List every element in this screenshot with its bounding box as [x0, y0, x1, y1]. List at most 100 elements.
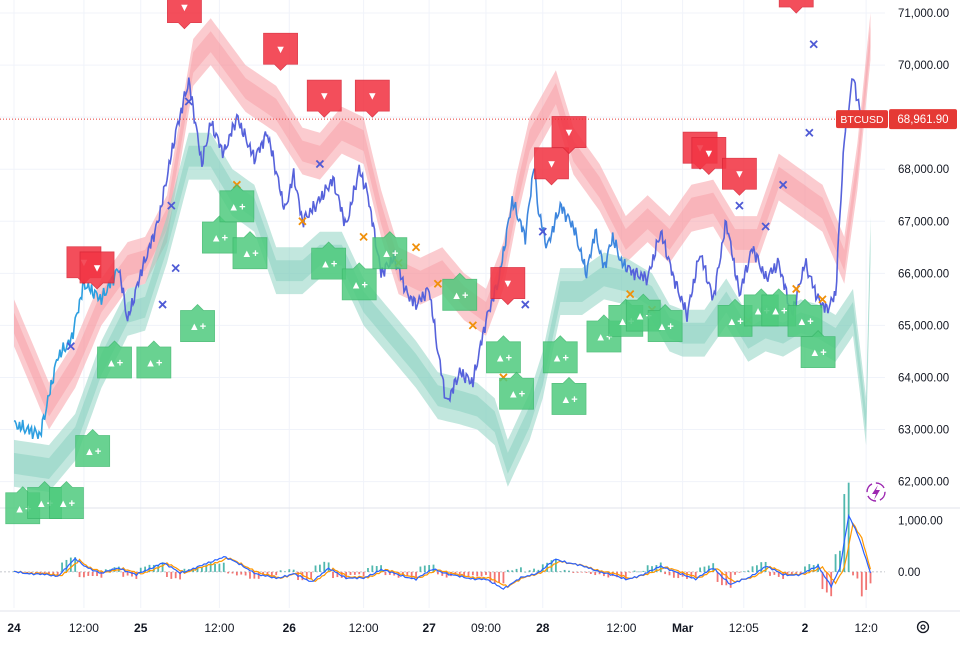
macd-signal-line — [13, 522, 872, 589]
macd-histogram-bar — [428, 565, 431, 572]
lightning-bolt — [872, 485, 880, 500]
macd-histogram-bar — [91, 571, 94, 577]
macd-histogram-bar — [463, 571, 466, 578]
sell-badge-label: ▼ — [564, 127, 575, 139]
macd-histogram-bar — [686, 571, 688, 579]
macd-histogram-bar — [353, 571, 356, 575]
macd-histogram-bar — [607, 571, 610, 578]
macd-histogram-bar — [375, 566, 378, 572]
macd-histogram-bar — [471, 571, 474, 576]
settings-gear-icon[interactable] — [916, 620, 930, 634]
sell-signal-badge: ▼ — [354, 79, 390, 118]
macd-histogram-bar — [677, 571, 680, 579]
macd-histogram-bar — [703, 566, 706, 572]
buy-badge-label: ▲+ — [560, 394, 577, 406]
macd-histogram-bar — [659, 562, 662, 572]
macd-histogram-bar — [301, 571, 304, 581]
buy-badge-shape — [486, 335, 521, 374]
x-stroke — [761, 222, 770, 231]
macd-histogram-bar — [310, 571, 313, 580]
macd-histogram-bar — [572, 571, 575, 573]
buy-badge-shape — [800, 330, 836, 368]
macd-histogram-bar — [231, 571, 234, 574]
macd-histogram-bar — [257, 571, 260, 579]
x-stroke — [809, 40, 818, 49]
macd-histogram-bar — [515, 568, 518, 572]
buy-badge-label: ▲+ — [552, 352, 569, 364]
macd-histogram-bar — [493, 571, 496, 584]
macd-histogram-bar — [83, 571, 85, 578]
macd-histogram-bar — [380, 565, 382, 572]
sell-signal-badge: ▼ — [534, 147, 569, 186]
macd-histogram-bar — [620, 571, 623, 579]
blue-x-marker — [805, 128, 814, 137]
macd-histogram-bar — [742, 571, 745, 572]
gear-inner — [920, 624, 926, 630]
time-axis[interactable]: 24 12:00 25 12:00 26 12:00 27 09:00 28 12:00 Mar 12… — [0, 610, 960, 635]
signal-badges: ▲+ ▲+ ▲+ ▲+ ▲+ ▲+ ▲+ ▲+ ▲+ ▲+ ▲+ ▲+ ▲+ ▲+ ▲+ ▲+ ▲+ ▲+ ▲+ ▲+… — [5, 0, 836, 525]
macd-histogram-bar — [436, 571, 439, 575]
price-tick-label: 68,000.00 — [898, 164, 949, 176]
buy-signal-badge: ▲+ — [647, 303, 683, 342]
macd-histogram-bar — [852, 571, 854, 576]
macd-histogram-bar — [655, 565, 658, 572]
macd-histogram-bar — [17, 571, 20, 573]
buy-badge-label: ▲+ — [36, 498, 53, 510]
macd-histogram-bar — [489, 571, 492, 583]
macd-histogram-bar — [830, 571, 833, 597]
macd-histogram-bar — [777, 571, 780, 577]
macd-histogram-bar — [506, 569, 509, 572]
price-tick-label: 63,000.00 — [898, 425, 949, 437]
time-tick-label: 09:00 — [471, 621, 501, 635]
macd-histogram-bar — [270, 571, 273, 577]
buy-badge-shape — [551, 376, 587, 415]
macd-histogram-bar — [161, 562, 164, 572]
x-stroke — [468, 321, 477, 330]
blue-x-marker — [171, 263, 180, 273]
buy-badge-shape — [341, 262, 377, 301]
sell-badge-shape — [778, 0, 814, 14]
buy-badge-shape — [647, 303, 683, 342]
macd-histogram-bar — [305, 571, 308, 581]
macd-tick-label: 0.00 — [898, 567, 920, 579]
macd-histogram-bar — [388, 571, 391, 575]
orange-x-marker — [468, 321, 477, 330]
macd-histogram-bar — [502, 571, 505, 584]
macd-histogram-bar — [288, 569, 291, 572]
orange-x-marker — [818, 295, 827, 304]
x-stroke — [158, 300, 167, 309]
price-line-segment — [494, 168, 627, 291]
macd-histogram-bar — [585, 571, 588, 573]
macd-histogram-bar — [327, 562, 330, 572]
orange-x-marker — [626, 290, 635, 299]
macd-histogram-bar — [179, 571, 181, 580]
macd-histogram-bar — [694, 571, 697, 578]
macd-histogram-bar — [646, 565, 649, 572]
sell-badge-shape — [551, 116, 587, 155]
buy-signal-badge: ▲+ — [499, 371, 534, 410]
price-tick-label: 66,000.00 — [898, 268, 949, 280]
macd-histogram-bar — [734, 571, 736, 575]
macd-histogram-bar — [485, 571, 487, 575]
macd-histogram-bar — [284, 571, 286, 572]
macd-pane: 1,000.00 0.00 — [0, 482, 943, 597]
buy-badge-label: ▲+ — [351, 279, 368, 291]
macd-histogram-bar — [467, 571, 470, 578]
trend-bands — [14, 13, 871, 493]
macd-histogram-bar — [786, 571, 789, 575]
macd-histogram-bar — [432, 564, 435, 572]
time-tick-label: 27 — [422, 621, 436, 635]
macd-histogram-bar — [78, 571, 81, 578]
price-tick-label: 64,000.00 — [898, 372, 949, 384]
macd-histogram-bar — [581, 571, 583, 573]
time-tick-label: 12:00 — [69, 621, 99, 635]
price-axis[interactable]: 71,000.00 70,000.00 68,000.00 67,000.00 66,0… — [898, 8, 949, 489]
buy-badge-label: ▲+ — [106, 358, 123, 370]
macd-histogram-bar — [21, 571, 24, 573]
macd-histogram-bar — [87, 571, 90, 576]
sell-badge-shape — [691, 137, 727, 175]
buy-signal-badge: ▲+ — [551, 376, 587, 415]
buy-signal-badge: ▲+ — [372, 231, 408, 270]
